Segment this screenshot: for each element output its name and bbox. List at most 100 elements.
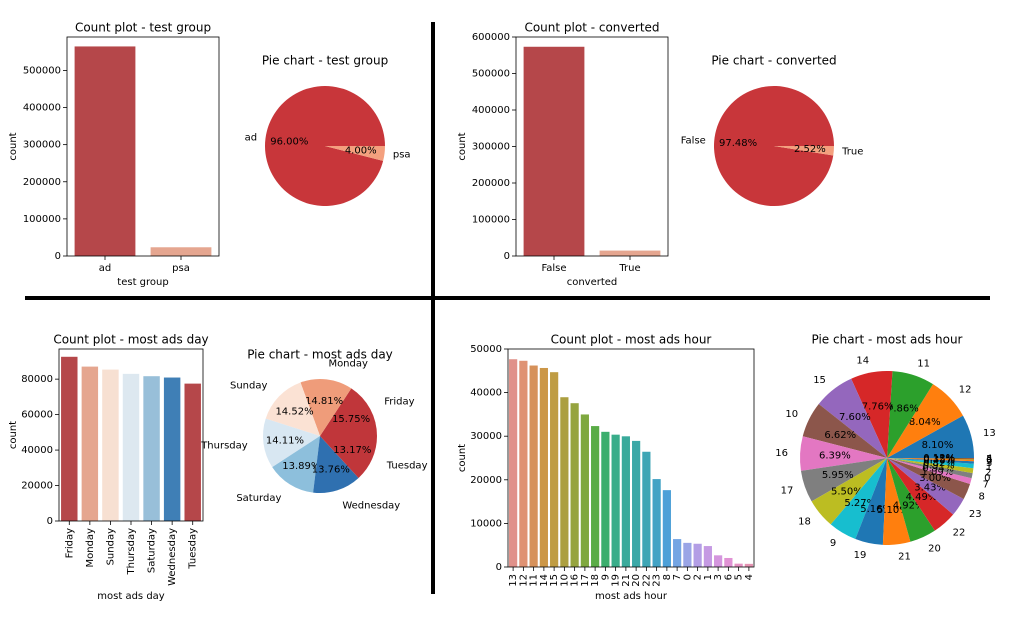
bar-Thursday <box>122 373 140 521</box>
x-tick-label: Tuesday <box>188 528 199 570</box>
bar-1 <box>703 546 712 567</box>
pie-label: 14 <box>856 355 869 366</box>
plot-frame <box>58 348 204 522</box>
pie-pct-label: 96.00% <box>270 136 308 147</box>
pie-label: 0 <box>984 473 990 484</box>
pie-label: 5 <box>986 454 992 465</box>
bar-Tuesday <box>184 383 201 521</box>
x-tick-label: 12 <box>518 574 529 587</box>
pie-slice-psa <box>325 146 385 161</box>
y-tick-label: 100000 <box>23 214 61 225</box>
pie-pct-label: 6.62% <box>824 430 856 441</box>
bar-20 <box>632 440 641 567</box>
x-tick-label: 6 <box>723 574 734 580</box>
pie-label: 9 <box>830 538 836 549</box>
y-tick-label: 40000 <box>470 388 502 399</box>
bar-psa <box>150 247 212 256</box>
pie-slice-1 <box>887 458 974 469</box>
chart-title: Pie chart - most ads day <box>247 348 393 362</box>
pie-label: 19 <box>854 550 867 561</box>
x-tick-label: 20 <box>631 574 642 587</box>
x-tick-label: 14 <box>539 574 550 587</box>
y-tick-label: 500000 <box>23 65 61 76</box>
bar-chart-6: 13 12 11 14 15 10 16 17 18 9 19 21 20 22 23 8 7 0 2 1 3 6 5 401… <box>457 333 755 603</box>
x-tick-label: 15 <box>549 574 560 587</box>
bar-4 <box>744 563 753 567</box>
pie-pct-label: 0.35% <box>923 454 955 465</box>
y-tick-label: 400000 <box>23 103 61 114</box>
x-tick-label: 19 <box>611 574 622 587</box>
pie-pct-label: 14.11% <box>266 436 304 447</box>
x-tick-label: 13 <box>508 574 519 587</box>
bar-Saturday <box>143 376 160 521</box>
y-tick-label: 200000 <box>23 177 61 188</box>
pie-pct-label: 14.81% <box>305 396 343 407</box>
y-tick-label: 30000 <box>470 431 502 442</box>
y-tick-label: 500000 <box>472 69 510 80</box>
pie-slice-21 <box>882 458 911 545</box>
bar-11 <box>529 365 538 567</box>
x-tick-label: Thursday <box>126 528 137 576</box>
pie-slice-Saturday <box>272 436 320 493</box>
pie-slice-23 <box>887 458 964 515</box>
x-tick-label: 8 <box>662 574 673 580</box>
bar-chart-0: ad psa 0 100000 200000 300000 400000 500000 Coun… <box>8 21 220 288</box>
bar-10 <box>560 397 569 567</box>
pie-pct-label: 4.92% <box>893 501 925 512</box>
bar-Wednesday <box>163 377 181 521</box>
pie-label: 2 <box>985 467 991 478</box>
pie-pct-label: 13.76% <box>312 465 350 476</box>
x-tick-label: Sunday <box>105 528 116 565</box>
pie-label: 18 <box>798 517 811 528</box>
pie-slice-16 <box>799 436 887 471</box>
y-tick-label: 20000 <box>21 481 53 492</box>
y-tick-label: 0 <box>55 251 61 262</box>
bar-6 <box>724 557 733 567</box>
bar-15 <box>550 372 559 567</box>
pie-label: 11 <box>917 359 930 370</box>
pie-pct-label: 97.48% <box>719 138 757 149</box>
y-tick-label: 0 <box>496 562 502 573</box>
pie-label: Friday <box>384 396 414 407</box>
bar-chart-2: False True 0 100000 200000 300000 400000 500000… <box>457 21 669 288</box>
pie-slice-8 <box>887 458 971 500</box>
pie-pct-label: 5.95% <box>822 470 854 481</box>
x-tick-label: Monday <box>85 528 96 568</box>
pie-slice-Thursday <box>263 418 320 468</box>
pie-label: 7 <box>983 479 989 490</box>
pie-slice-False <box>714 85 835 206</box>
pie-pct-label: 2.52% <box>794 144 826 155</box>
pie-label: 16 <box>775 448 788 459</box>
x-tick-label: ad <box>99 263 111 274</box>
x-tick-label: 21 <box>621 574 632 587</box>
pie-pct-label: 7.76% <box>862 402 894 413</box>
charts-layer: ad psa0100000200000300000400000500000Coun… <box>8 21 996 603</box>
x-tick-label: Saturday <box>147 528 158 573</box>
pie-label: Thursday <box>200 441 248 452</box>
bar-False <box>523 46 585 256</box>
pie-label: 13 <box>983 428 996 439</box>
pie-slice-Monday <box>300 379 352 436</box>
pie-pct-label: 3.00% <box>919 473 951 484</box>
pie-pct-label: 15.75% <box>332 414 370 425</box>
pie-label: 3 <box>986 458 992 469</box>
x-axis-label: most ads day <box>97 591 165 602</box>
bar-Monday <box>81 366 99 521</box>
y-axis-label: count <box>8 421 19 449</box>
pie-chart-5: Friday 15.75% Monday 14.81% Sunday 14.52% Thur… <box>200 348 427 512</box>
bar-5 <box>734 563 743 567</box>
pie-slice-11 <box>887 371 933 458</box>
bar-19 <box>611 434 620 567</box>
pie-label: False <box>681 136 706 147</box>
pie-slice-Tuesday <box>320 436 377 478</box>
y-tick-label: 600000 <box>472 32 510 43</box>
pie-label: 15 <box>813 375 826 386</box>
pie-slice-20 <box>887 458 935 542</box>
pie-label: 8 <box>978 491 984 502</box>
y-tick-label: 0 <box>47 516 53 527</box>
chart-title: Count plot - test group <box>75 21 211 35</box>
bar-8 <box>662 490 671 567</box>
pie-pct-label: 5.27% <box>844 498 876 509</box>
pie-slice-Wednesday <box>313 436 359 494</box>
pie-label: Sunday <box>230 380 267 391</box>
